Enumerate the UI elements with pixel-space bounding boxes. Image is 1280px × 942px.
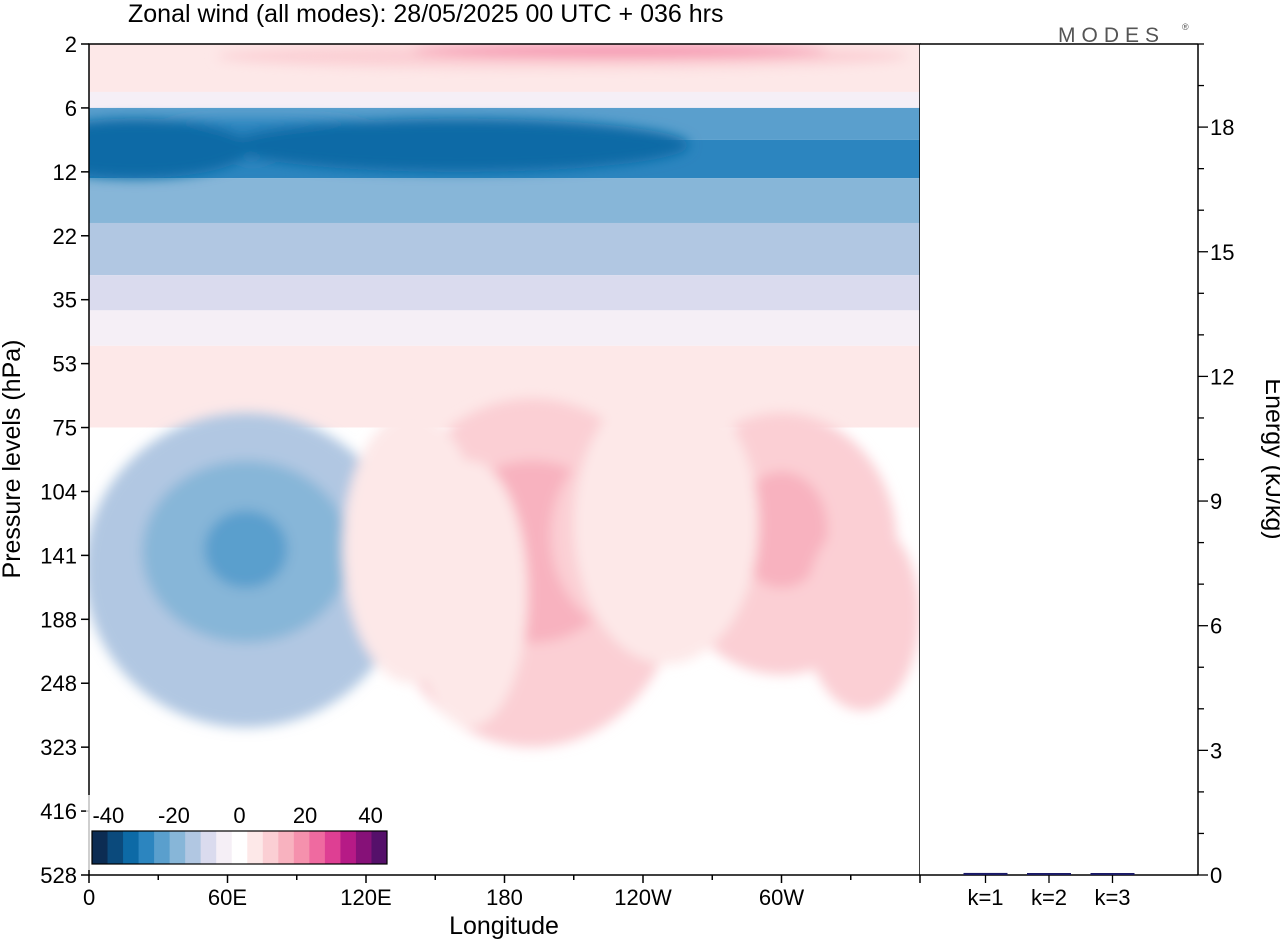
pressure-tick-label: 35 [53, 288, 77, 313]
colorbar-swatch [309, 831, 326, 864]
colorbar-swatch [107, 831, 124, 864]
colorbar-swatch [247, 831, 264, 864]
pressure-tick-label: 248 [40, 671, 77, 696]
field-feature [827, 536, 920, 685]
energy-category-label: k=1 [967, 885, 1003, 910]
field-feature [412, 460, 528, 728]
pressure-axis-label: Pressure levels (hPa) [0, 340, 26, 579]
colorbar-swatch [138, 831, 155, 864]
pressure-tick-label: 416 [40, 799, 77, 824]
energy-category-label: k=3 [1094, 885, 1130, 910]
pressure-tick-label: 188 [40, 607, 77, 632]
colorbar-swatch [123, 831, 140, 864]
energy-tick-label: 0 [1210, 863, 1222, 888]
colorbar-swatch [355, 831, 372, 864]
pressure-tick-label: 2 [65, 32, 77, 57]
longitude-tick-label: 180 [486, 885, 523, 910]
pressure-tick-label: 53 [53, 352, 77, 377]
colorbar-swatch [185, 831, 202, 864]
registered-mark: ® [1182, 22, 1189, 32]
field-feature [735, 471, 828, 589]
colorbar-label: -20 [158, 803, 190, 828]
energy-bar [1090, 873, 1135, 875]
pressure-tick-label: 12 [53, 160, 77, 185]
colorbar-swatch [293, 831, 310, 864]
energy-axis-label: Energy (kJ/kg) [1260, 378, 1280, 539]
pressure-tick-label: 528 [40, 863, 77, 888]
energy-tick-label: 9 [1210, 489, 1222, 514]
longitude-tick-label: 60E [208, 885, 247, 910]
colorbar-swatch [154, 831, 171, 864]
colorbar-label: 20 [293, 803, 317, 828]
field-feature [204, 510, 288, 589]
field-band [89, 178, 920, 223]
field-band [89, 310, 920, 346]
field-feature [573, 383, 759, 665]
colorbar-swatch [262, 831, 279, 864]
longitude-tick-label: 120W [614, 885, 672, 910]
pressure-axis: 2 6 12 22 35 53 75 104 141 188 248 323 416 528 [40, 32, 89, 888]
field-features [89, 44, 920, 748]
colorbar-label: 0 [233, 803, 245, 828]
pressure-tick-label: 141 [40, 543, 77, 568]
energy-tick-label: 18 [1210, 115, 1234, 140]
field-feature [89, 118, 251, 179]
energy-category-label: k=2 [1031, 885, 1067, 910]
energy-tick-label: 12 [1210, 364, 1234, 389]
pressure-tick-label: 75 [53, 416, 77, 441]
energy-bar [1027, 873, 1071, 875]
colorbar-swatch [371, 831, 388, 864]
colorbar-swatch [278, 831, 295, 864]
colorbar-swatch [216, 831, 233, 864]
longitude-tick-label: 60W [759, 885, 804, 910]
energy-bar [963, 872, 1008, 875]
energy-tick-label: 15 [1210, 240, 1234, 265]
colorbar-label: -40 [92, 803, 124, 828]
field-feature [412, 44, 828, 57]
longitude-tick-label: 0 [83, 885, 95, 910]
longitude-axis: 0 60E 120E 180 120W 60W [83, 875, 921, 910]
colorbar-swatch [169, 831, 186, 864]
colorbar-label: 40 [358, 803, 382, 828]
pressure-tick-label: 104 [40, 479, 77, 504]
longitude-tick-label: 120E [340, 885, 391, 910]
colorbar-swatch [200, 831, 217, 864]
field-band [89, 222, 920, 276]
energy-bars: k=1 k=2 k=3 [963, 872, 1135, 910]
energy-axis: 0 3 6 9 12 15 18 [1198, 43, 1234, 888]
energy-tick-label: 6 [1210, 614, 1222, 639]
colorbar-swatch [231, 831, 248, 864]
energy-tick-label: 3 [1210, 738, 1222, 763]
field-band [89, 275, 920, 311]
chart-title: Zonal wind (all modes): 28/05/2025 00 UT… [128, 0, 723, 28]
pressure-tick-label: 6 [65, 96, 77, 121]
colorbar: -40 -20 0 20 40 [86, 795, 391, 870]
field-feature [227, 118, 690, 172]
longitude-axis-label: Longitude [449, 912, 559, 940]
modes-logo: MODES [1058, 24, 1165, 47]
colorbar-swatch [340, 831, 357, 864]
pressure-tick-label: 323 [40, 735, 77, 760]
wind-field [89, 44, 920, 875]
colorbar-frame [91, 830, 388, 865]
field-band [89, 91, 920, 108]
energy-panel [920, 44, 1198, 875]
colorbar-swatch [92, 831, 109, 864]
colorbar-swatch [324, 831, 341, 864]
pressure-tick-label: 22 [53, 224, 77, 249]
